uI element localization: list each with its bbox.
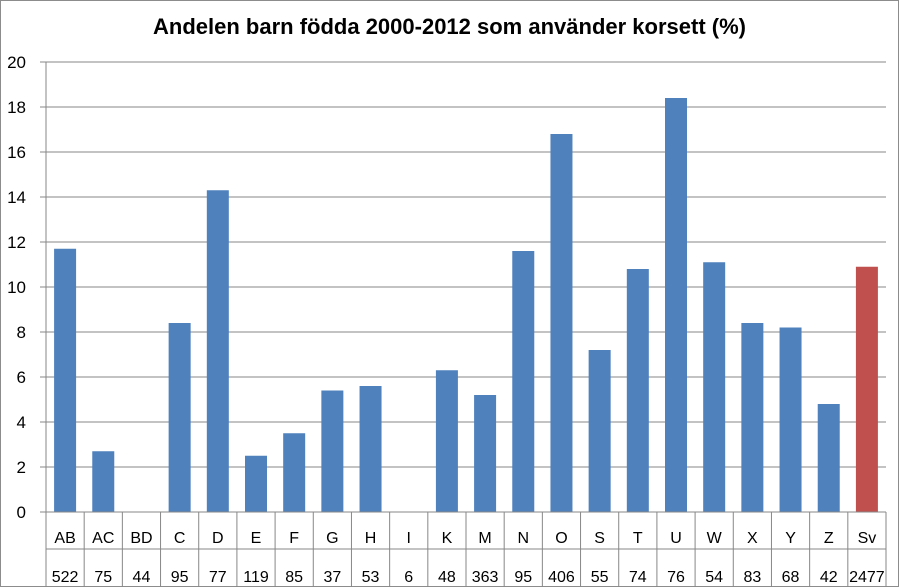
category-label: N — [517, 530, 529, 547]
bar-x — [741, 323, 764, 512]
bar-h — [359, 386, 382, 512]
category-label: O — [555, 530, 567, 547]
count-label: 75 — [94, 569, 112, 586]
count-label: 54 — [705, 569, 723, 586]
count-label: 74 — [629, 569, 647, 586]
count-label: 76 — [667, 569, 685, 586]
count-label: 77 — [209, 569, 227, 586]
bar-t — [626, 269, 649, 512]
count-label: 53 — [362, 569, 380, 586]
category-label: E — [251, 530, 262, 547]
category-label: W — [707, 530, 723, 547]
y-tick-label: 16 — [7, 143, 26, 162]
count-label: 37 — [323, 569, 341, 586]
category-label: F — [289, 530, 299, 547]
category-table: AB 522 AC 75 BD 44 C 95 D 77 E 119 F 85 G 37 H 53 I 6 K 48 M 36… — [45, 512, 887, 587]
bar-g — [321, 390, 344, 512]
bar-d — [206, 190, 229, 512]
category-label: D — [212, 530, 224, 547]
count-label: 6 — [404, 569, 413, 586]
bar-s — [588, 350, 611, 512]
category-label: U — [670, 530, 682, 547]
count-label: 55 — [591, 569, 609, 586]
bars — [54, 98, 878, 512]
category-label: K — [442, 530, 453, 547]
y-tick-label: 4 — [17, 413, 26, 432]
chart-title: Andelen barn födda 2000-2012 som använde… — [153, 14, 746, 39]
count-label: 68 — [782, 569, 800, 586]
bar-u — [665, 98, 687, 512]
count-label: 2477 — [849, 569, 885, 586]
category-label: S — [594, 530, 605, 547]
count-label: 85 — [285, 569, 303, 586]
bar-ab — [54, 248, 77, 512]
bar-k — [435, 370, 458, 512]
category-label: X — [747, 530, 758, 547]
count-label: 406 — [548, 569, 575, 586]
category-label: C — [174, 530, 186, 547]
y-tick-label: 20 — [7, 53, 26, 72]
y-tick-label: 10 — [7, 278, 26, 297]
y-tick-label: 14 — [7, 188, 26, 207]
count-label: 95 — [514, 569, 532, 586]
category-label: Y — [785, 530, 796, 547]
category-label: AC — [92, 530, 114, 547]
count-label: 522 — [52, 569, 79, 586]
bar-e — [245, 455, 267, 512]
count-label: 363 — [472, 569, 499, 586]
y-tick-label: 12 — [7, 233, 26, 252]
bar-f — [283, 433, 306, 512]
bar-ac — [92, 451, 115, 512]
y-tick-label: 0 — [17, 503, 26, 522]
category-label: H — [365, 530, 377, 547]
bar-n — [512, 251, 535, 512]
category-label: Sv — [858, 530, 877, 547]
y-tick-label: 2 — [17, 458, 26, 477]
bar-w — [703, 262, 726, 512]
count-label: 44 — [133, 569, 151, 586]
bar-z — [817, 404, 840, 512]
bar-o — [550, 134, 573, 512]
bar-m — [474, 395, 497, 512]
category-label: AB — [54, 530, 75, 547]
category-label: T — [633, 530, 643, 547]
bar-y — [779, 327, 802, 512]
category-label: M — [478, 530, 491, 547]
category-label: Z — [824, 530, 834, 547]
y-tick-label: 8 — [17, 323, 26, 342]
category-label: G — [326, 530, 338, 547]
count-label: 42 — [820, 569, 838, 586]
bar-c — [168, 323, 191, 512]
count-label: 48 — [438, 569, 456, 586]
category-label: I — [407, 530, 411, 547]
count-label: 83 — [743, 569, 761, 586]
count-label: 95 — [171, 569, 189, 586]
count-label: 119 — [243, 569, 269, 586]
y-tick-label: 18 — [7, 98, 26, 117]
category-label: BD — [130, 530, 152, 547]
y-tick-label: 6 — [17, 368, 26, 387]
bar-sv — [855, 266, 878, 512]
